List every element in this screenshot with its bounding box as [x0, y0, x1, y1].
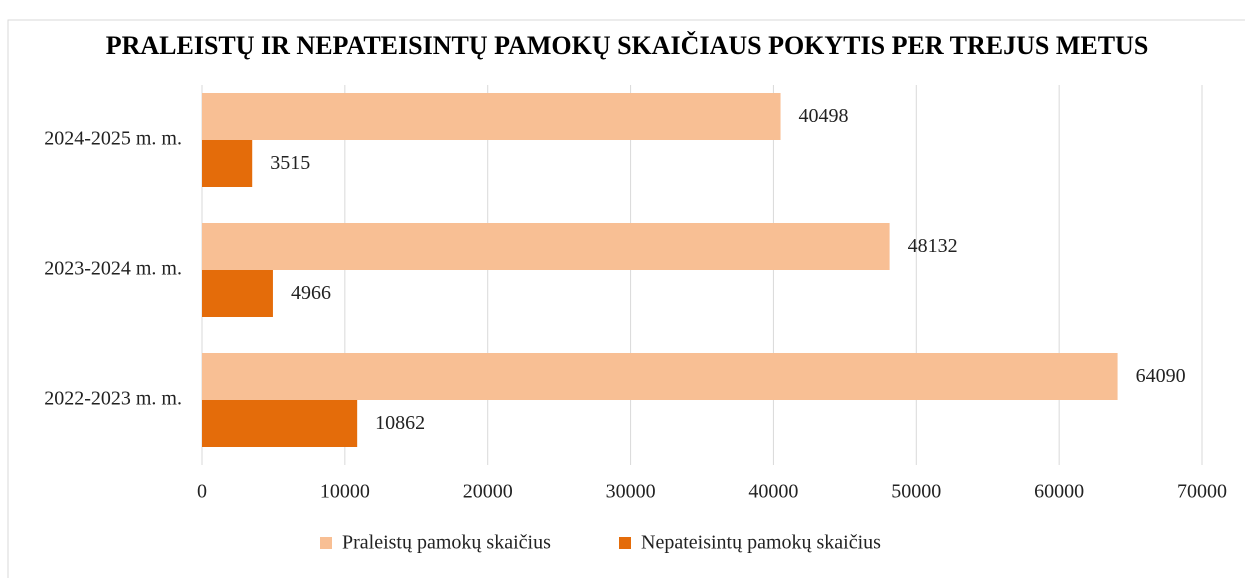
legend-label: Nepateisintų pamokų skaičius [641, 532, 881, 554]
chart-border [7, 19, 1245, 578]
x-tick-label: 0 [197, 481, 207, 503]
bar [202, 140, 253, 187]
x-tick-label: 20000 [463, 481, 513, 503]
bar [202, 223, 890, 270]
data-label: 48132 [908, 235, 958, 257]
y-tick-label: 2022-2023 m. m. [44, 388, 182, 410]
data-label: 40498 [799, 105, 849, 127]
x-tick-label: 60000 [1034, 481, 1084, 503]
y-tick-label: 2023-2024 m. m. [44, 258, 182, 280]
legend-swatch [320, 537, 332, 549]
bar [202, 270, 273, 317]
x-tick-label: 70000 [1177, 481, 1227, 503]
bar [202, 400, 358, 447]
x-tick-label: 10000 [320, 481, 370, 503]
x-tick-label: 30000 [606, 481, 656, 503]
legend-swatch [619, 537, 631, 549]
data-label: 64090 [1136, 365, 1186, 387]
y-tick-label: 2024-2025 m. m. [44, 128, 182, 150]
x-tick-label: 40000 [748, 481, 798, 503]
chart-title: PRALEISTŲ IR NEPATEISINTŲ PAMOKŲ SKAIČIA… [106, 31, 1149, 60]
legend-label: Praleistų pamokų skaičius [342, 532, 551, 554]
x-tick-label: 50000 [891, 481, 941, 503]
data-label: 10862 [375, 412, 425, 434]
data-label: 3515 [270, 152, 310, 174]
data-label: 4966 [291, 282, 331, 304]
bar [202, 353, 1118, 400]
bar [202, 93, 781, 140]
